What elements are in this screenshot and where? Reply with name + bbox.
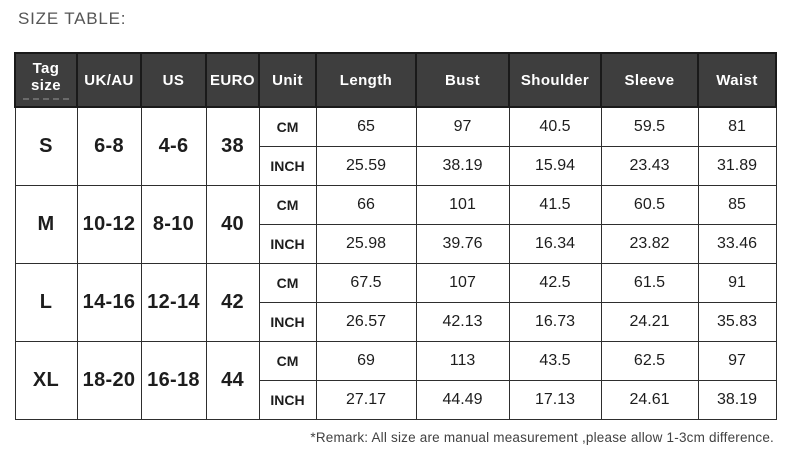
header-cell-euro: EURO — [205, 52, 260, 108]
waist-value: 97 — [697, 340, 777, 381]
table-row-m-cm: M 10-12 8-10 40 CM 66 101 41.5 60.5 85 — [14, 184, 777, 264]
sleeve-value: 24.21 — [600, 301, 699, 342]
length-value: 26.57 — [315, 301, 417, 342]
table-row-xl-cm: XL 18-20 16-18 44 CM 69 113 43.5 62.5 97 — [14, 340, 777, 420]
tag-size-dashes — [23, 98, 69, 100]
sleeve-value: 61.5 — [600, 262, 699, 303]
waist-value: 85 — [697, 184, 777, 225]
remark-text: *Remark: All size are manual measurement… — [310, 430, 774, 445]
sleeve-value: 60.5 — [600, 184, 699, 225]
waist-value: 81 — [697, 106, 777, 147]
header-cell-tag-size: Tag size — [14, 52, 78, 108]
shoulder-value: 15.94 — [508, 145, 602, 186]
unit-label: CM — [258, 340, 317, 381]
header-cell-waist: Waist — [697, 52, 777, 108]
length-value: 69 — [315, 340, 417, 381]
header-cell-bust: Bust — [415, 52, 510, 108]
euro-value-l: 42 — [205, 262, 260, 342]
sleeve-value: 23.82 — [600, 223, 699, 264]
table-row-l-cm: L 14-16 12-14 42 CM 67.5 107 42.5 61.5 9… — [14, 262, 777, 342]
size-label-xl: XL — [14, 340, 78, 420]
unit-label: INCH — [258, 223, 317, 264]
header-cell-unit: Unit — [258, 52, 317, 108]
sleeve-value: 24.61 — [600, 379, 699, 420]
shoulder-value: 42.5 — [508, 262, 602, 303]
unit-label: CM — [258, 184, 317, 225]
sleeve-value: 62.5 — [600, 340, 699, 381]
header-row: Tag size UK/AU US EURO Unit Length Bust … — [14, 52, 777, 108]
us-value-xl: 16-18 — [140, 340, 207, 420]
bust-value: 42.13 — [415, 301, 510, 342]
us-value-l: 12-14 — [140, 262, 207, 342]
waist-value: 38.19 — [697, 379, 777, 420]
euro-value-m: 40 — [205, 184, 260, 264]
table-row-m-inch: INCH 25.98 39.76 16.34 23.82 33.46 — [15, 223, 777, 264]
shoulder-value: 43.5 — [508, 340, 602, 381]
table-row-s-inch: INCH 25.59 38.19 15.94 23.43 31.89 — [15, 145, 777, 186]
uk-au-value-s: 6-8 — [76, 106, 142, 186]
unit-label: INCH — [258, 379, 317, 420]
unit-label: INCH — [258, 145, 317, 186]
shoulder-value: 17.13 — [508, 379, 602, 420]
length-value: 65 — [315, 106, 417, 147]
size-table: Tag size UK/AU US EURO Unit Length Bust … — [14, 52, 777, 420]
sleeve-value: 23.43 — [600, 145, 699, 186]
header-cell-uk-au: UK/AU — [76, 52, 142, 108]
header-cell-length: Length — [315, 52, 417, 108]
bust-value: 44.49 — [415, 379, 510, 420]
unit-label: CM — [258, 106, 317, 147]
waist-value: 35.83 — [697, 301, 777, 342]
length-value: 66 — [315, 184, 417, 225]
euro-value-xl: 44 — [205, 340, 260, 420]
uk-au-value-l: 14-16 — [76, 262, 142, 342]
length-value: 67.5 — [315, 262, 417, 303]
sleeve-value: 59.5 — [600, 106, 699, 147]
shoulder-value: 41.5 — [508, 184, 602, 225]
header-cell-us: US — [140, 52, 207, 108]
table-row-s-cm: S 6-8 4-6 38 CM 65 97 40.5 59.5 81 — [14, 106, 777, 186]
bust-value: 107 — [415, 262, 510, 303]
size-label-m: M — [14, 184, 78, 264]
unit-label: INCH — [258, 301, 317, 342]
page-title: SIZE TABLE: — [18, 9, 127, 28]
euro-value-s: 38 — [205, 106, 260, 186]
table-row-xl-inch: INCH 27.17 44.49 17.13 24.61 38.19 — [15, 379, 777, 420]
header-cell-shoulder: Shoulder — [508, 52, 602, 108]
waist-value: 31.89 — [697, 145, 777, 186]
length-value: 25.98 — [315, 223, 417, 264]
length-value: 27.17 — [315, 379, 417, 420]
uk-au-value-m: 10-12 — [76, 184, 142, 264]
uk-au-value-xl: 18-20 — [76, 340, 142, 420]
shoulder-value: 16.34 — [508, 223, 602, 264]
shoulder-value: 16.73 — [508, 301, 602, 342]
length-value: 25.59 — [315, 145, 417, 186]
table-row-l-inch: INCH 26.57 42.13 16.73 24.21 35.83 — [15, 301, 777, 342]
header-tag-size-label: Tag size — [31, 60, 61, 94]
bust-value: 97 — [415, 106, 510, 147]
waist-value: 91 — [697, 262, 777, 303]
size-label-l: L — [14, 262, 78, 342]
bust-value: 101 — [415, 184, 510, 225]
size-label-s: S — [14, 106, 78, 186]
header-cell-sleeve: Sleeve — [600, 52, 699, 108]
shoulder-value: 40.5 — [508, 106, 602, 147]
bust-value: 39.76 — [415, 223, 510, 264]
us-value-s: 4-6 — [140, 106, 207, 186]
waist-value: 33.46 — [697, 223, 777, 264]
unit-label: CM — [258, 262, 317, 303]
bust-value: 113 — [415, 340, 510, 381]
us-value-m: 8-10 — [140, 184, 207, 264]
bust-value: 38.19 — [415, 145, 510, 186]
